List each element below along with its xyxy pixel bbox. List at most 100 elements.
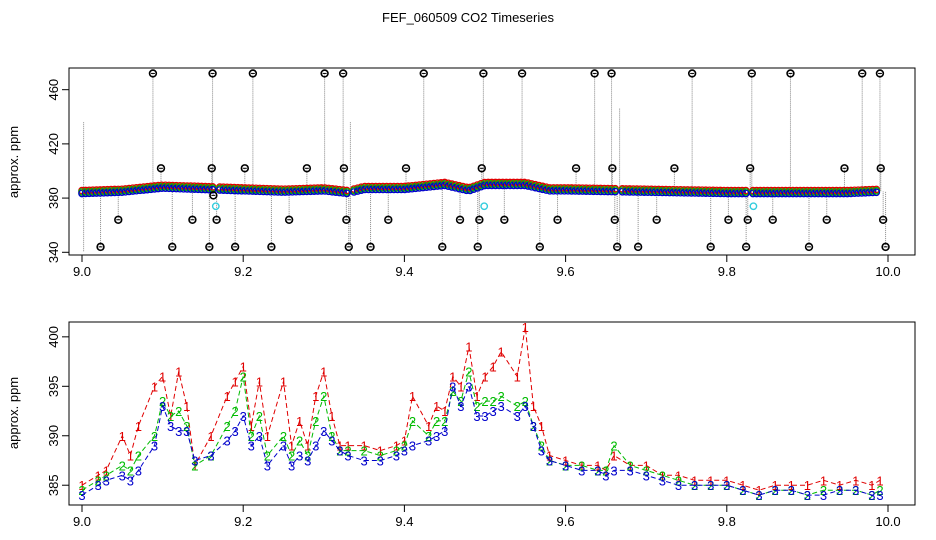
bottom-series-1-point: 1 — [610, 449, 617, 464]
bottom-series-2-point: 2 — [320, 389, 327, 404]
bottom-series-1-point: 1 — [336, 439, 343, 454]
bottom-series-2-point: 2 — [175, 404, 182, 419]
top-outlier-point — [96, 242, 105, 252]
bottom-series-1-point: 1 — [401, 434, 408, 449]
top-outlier-point — [768, 215, 777, 224]
bottom-series-2-point: 2 — [876, 483, 883, 498]
bottom-series-3-point: 3 — [127, 473, 134, 488]
bottom-series-2-point: 2 — [868, 488, 875, 503]
top-x-tick-label: 9.2 — [234, 264, 252, 279]
bottom-series-2-point: 2 — [449, 384, 456, 399]
bottom-series-3-point: 3 — [425, 434, 432, 449]
top-outlier-point — [205, 242, 214, 252]
top-outlier-point — [208, 69, 217, 78]
bottom-series-2-point: 2 — [433, 414, 440, 429]
bottom-series-3-point: 3 — [457, 399, 464, 414]
bottom-series-1-point: 1 — [360, 439, 367, 454]
bottom-series-3-point: 3 — [489, 404, 496, 419]
bottom-series-1-point: 1 — [280, 374, 287, 389]
bottom-series-2-point: 2 — [457, 394, 464, 409]
bottom-series-3-point: 3 — [167, 419, 174, 434]
top-outlier-point — [248, 69, 258, 78]
top-outlier-point — [741, 242, 751, 252]
top-outlier-point — [706, 242, 715, 252]
bottom-series-2-point: 2 — [594, 463, 601, 478]
bottom-series-1-point: 1 — [320, 364, 327, 379]
bottom-series-1-point: 1 — [248, 419, 255, 434]
bottom-x-tick-label: 10.0 — [875, 514, 900, 529]
top-outlier-point — [230, 242, 240, 252]
bottom-series-1-point: 1 — [449, 369, 456, 384]
top-outlier-point — [209, 191, 218, 200]
top-outlier-point — [724, 215, 733, 224]
bottom-series-2-point: 2 — [95, 473, 102, 488]
bottom-series-1-point: 1 — [223, 389, 230, 404]
bottom-series-3-point: 3 — [538, 444, 545, 459]
top-y-tick-label: 380 — [46, 187, 61, 209]
bottom-series-1-point: 1 — [772, 478, 779, 493]
top-y-tick-label: 340 — [46, 241, 61, 263]
bottom-series-2-point: 2 — [360, 444, 367, 459]
bottom-series-3-point: 3 — [473, 409, 480, 424]
bottom-series-1-point: 1 — [739, 478, 746, 493]
top-outlier-point — [168, 242, 177, 252]
bottom-series-3-point: 3 — [772, 483, 779, 498]
top-outlier-point — [477, 164, 486, 173]
bottom-series-1-point: 1 — [465, 340, 472, 355]
top-x-tick-label: 9.4 — [395, 264, 413, 279]
bottom-series-1-point: 1 — [264, 429, 271, 444]
bottom-series-1-point: 1 — [691, 473, 698, 488]
top-outlier-point — [207, 164, 216, 173]
top-x-axis: 9.0 9.2 9.4 9.6 9.8 10.0 — [73, 255, 901, 279]
bottom-series-3-point: 3 — [594, 463, 601, 478]
bottom-series-3-point: 3 — [602, 468, 609, 483]
bottom-series-2-point: 2 — [135, 449, 142, 464]
bottom-series-2-point: 2 — [546, 453, 553, 468]
bottom-series-3-point: 3 — [522, 399, 529, 414]
top-outlier-point — [148, 69, 158, 78]
bottom-series-2-point: 2 — [820, 483, 827, 498]
bottom-series-3-point: 3 — [312, 439, 319, 454]
bottom-series-2-point: 2 — [578, 458, 585, 473]
bottom-series-3-point: 3 — [723, 478, 730, 493]
bottom-series-3-point: 3 — [360, 453, 367, 468]
bottom-series-1-point: 1 — [232, 374, 239, 389]
top-panel: 9.0 9.2 9.4 9.6 9.8 10.0 340 380 420 460 approx.… — [6, 67, 916, 279]
bottom-series-2-point: 2 — [489, 394, 496, 409]
bottom-series-1-point: 1 — [78, 478, 85, 493]
top-outlier-point — [302, 164, 312, 173]
bottom-series-3-point: 3 — [401, 444, 408, 459]
bottom-series-1-point: 1 — [312, 389, 319, 404]
bottom-series-1-point: 1 — [344, 439, 351, 454]
bottom-series-1-point: 1 — [836, 478, 843, 493]
bottom-series-1-point: 1 — [820, 473, 827, 488]
top-outlier-point — [419, 69, 428, 78]
bottom-series-2-point: 2 — [441, 414, 448, 429]
top-baseline-point — [208, 185, 217, 194]
bottom-series-1-point: 1 — [626, 458, 633, 473]
bottom-series-2-point: 2 — [465, 364, 472, 379]
top-outlier-point — [553, 215, 562, 224]
bottom-series-2-point: 2 — [167, 409, 174, 424]
bottom-series-3-point: 3 — [280, 439, 287, 454]
top-outlier-point — [633, 242, 643, 252]
bottom-series-1-point: 1 — [530, 399, 537, 414]
bottom-series-1-point: 1 — [481, 369, 488, 384]
top-outlier-point — [384, 215, 393, 224]
bottom-series-3-point: 3 — [78, 488, 85, 503]
bottom-series-2-point: 2 — [127, 463, 134, 478]
top-outlier-point — [475, 215, 484, 224]
bottom-series-2-point: 2 — [659, 468, 666, 483]
bottom-series-2-point: 2 — [151, 429, 158, 444]
top-outlier-point — [438, 242, 447, 252]
bottom-series-3-point: 3 — [610, 463, 617, 478]
bottom-y-tick-label: 395 — [46, 375, 61, 397]
bottom-y-tick-label: 385 — [46, 474, 61, 496]
top-outlier-point — [240, 164, 250, 173]
bottom-series-1-point: 1 — [755, 483, 762, 498]
bottom-series-1-point: 1 — [489, 360, 496, 375]
bottom-series-1-point: 1 — [578, 458, 585, 473]
bottom-series-2-point: 2 — [119, 458, 126, 473]
